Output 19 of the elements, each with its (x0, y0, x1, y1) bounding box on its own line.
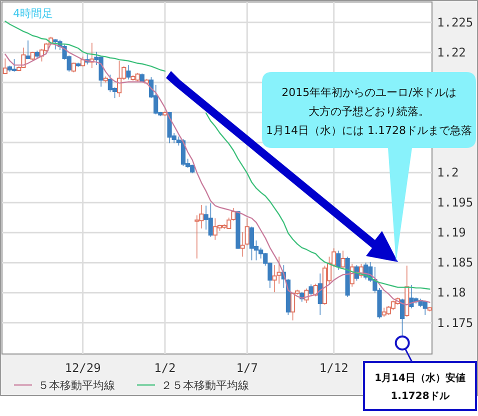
annotation: 1月14日（水）には 1.1728ドルまで急落 (266, 124, 472, 137)
x-tick-label: 1/2 (154, 361, 176, 375)
annotation: 大方の予想どおり続落。 (308, 105, 430, 118)
y-tick-label: 1.225 (437, 15, 474, 30)
y-tick-label: 1.195 (437, 196, 474, 210)
y-tick-label: 1.22 (437, 45, 466, 60)
legend-label: ５本移動平均線 (38, 379, 115, 392)
y-tick-label: 1.18 (437, 286, 466, 300)
annotation: 2015年年初からのユーロ/米ドルは (282, 86, 456, 99)
annotation: 4時間足 (13, 7, 53, 20)
y-tick-label: 1.2 (437, 166, 459, 180)
text: 1月14日（水）安値 1.1728ドル (374, 372, 466, 402)
y-tick-label: 1.175 (437, 316, 474, 330)
y-tick-label: 1.19 (437, 226, 466, 240)
legend-label: ２５本移動平均線 (161, 379, 249, 392)
x-tick-label: 12/29 (64, 361, 101, 375)
y-tick-label: 1.185 (437, 256, 474, 270)
x-tick-label: 1/12 (319, 361, 348, 375)
x-tick-label: 1/7 (236, 361, 258, 375)
